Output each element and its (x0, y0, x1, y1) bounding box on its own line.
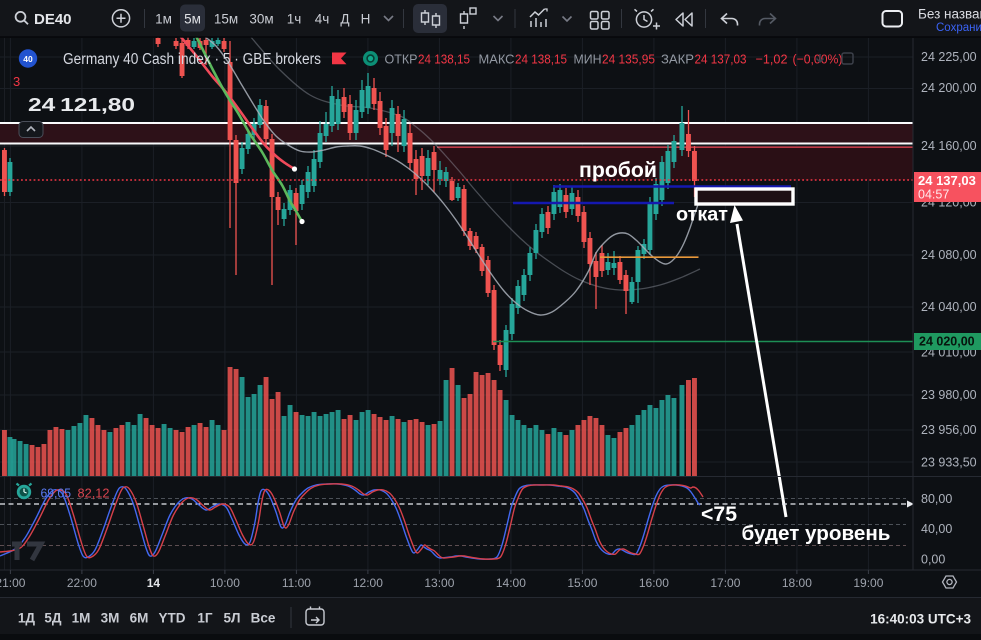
svg-text:1м: 1м (155, 12, 172, 27)
svg-text:40,00: 40,00 (921, 522, 952, 536)
svg-text:1ч: 1ч (287, 12, 302, 27)
svg-text:15м: 15м (214, 12, 238, 27)
svg-text:12:00: 12:00 (353, 576, 383, 590)
svg-text:YTD: YTD (159, 611, 186, 626)
svg-text:Без назван: Без назван (918, 7, 981, 22)
svg-text:откат: откат (676, 204, 728, 226)
svg-text:6М: 6М (130, 611, 149, 626)
svg-text:24 160,00: 24 160,00 (921, 139, 977, 153)
svg-text:04:57: 04:57 (918, 188, 949, 202)
svg-text:11:00: 11:00 (282, 576, 311, 590)
svg-text:24 121,80: 24 121,80 (28, 94, 135, 115)
svg-text:5м: 5м (184, 12, 201, 27)
svg-text:1М: 1М (72, 611, 91, 626)
svg-text:13:00: 13:00 (424, 576, 454, 590)
svg-text:22:00: 22:00 (67, 576, 97, 590)
svg-text:Сохранить: Сохранить (936, 22, 981, 34)
svg-text:DE40: DE40 (34, 11, 72, 28)
svg-text:Д: Д (340, 12, 349, 27)
svg-text:4ч: 4ч (315, 12, 330, 27)
svg-text:24 135,95: 24 135,95 (602, 52, 655, 67)
svg-text:24 138,15: 24 138,15 (418, 52, 470, 67)
svg-text:3: 3 (13, 74, 20, 89)
svg-text:14: 14 (147, 576, 161, 590)
svg-text:24 080,00: 24 080,00 (921, 248, 977, 262)
svg-text:Все: Все (251, 611, 276, 626)
svg-text:24 040,00: 24 040,00 (921, 300, 977, 314)
svg-text:17:00: 17:00 (710, 576, 740, 590)
svg-text:15:00: 15:00 (567, 576, 597, 590)
svg-text:Germany 40 Cash index · 5 · GB: Germany 40 Cash index · 5 · GBE brokers (63, 51, 321, 68)
svg-text:ОТКР: ОТКР (385, 52, 418, 67)
svg-text:16:00: 16:00 (639, 576, 669, 590)
svg-text:3М: 3М (101, 611, 120, 626)
svg-text:23 956,00: 23 956,00 (921, 423, 977, 437)
svg-text:0,00: 0,00 (921, 553, 945, 567)
svg-text:24 225,00: 24 225,00 (921, 50, 977, 64)
svg-text:19:00: 19:00 (853, 576, 883, 590)
svg-text:80,00: 80,00 (921, 492, 952, 506)
svg-text:<75: <75 (701, 503, 737, 526)
svg-text:МИН: МИН (574, 52, 602, 67)
svg-text:будет уровень: будет уровень (742, 522, 891, 545)
svg-text:24 138,15: 24 138,15 (515, 52, 567, 67)
svg-text:23 980,00: 23 980,00 (921, 388, 977, 402)
svg-text:82,12: 82,12 (78, 487, 110, 501)
svg-text:23 933,50: 23 933,50 (921, 456, 977, 470)
svg-text:21:00: 21:00 (0, 576, 26, 590)
svg-text:5Д: 5Д (44, 611, 62, 626)
svg-text:24 200,00: 24 200,00 (921, 81, 977, 95)
svg-text:МАКС: МАКС (479, 52, 515, 67)
svg-text:1Д: 1Д (18, 611, 36, 626)
svg-text:−1,02: −1,02 (756, 52, 788, 67)
svg-text:24 020,00: 24 020,00 (919, 335, 975, 349)
svg-text:24 137,03: 24 137,03 (918, 173, 976, 188)
svg-text:16:40:03 UTC+3: 16:40:03 UTC+3 (870, 612, 971, 627)
svg-text:10:00: 10:00 (210, 576, 240, 590)
svg-text:30м: 30м (249, 12, 273, 27)
svg-text:14:00: 14:00 (496, 576, 526, 590)
svg-text:69,05: 69,05 (41, 487, 72, 501)
svg-text:ЗАКР: ЗАКР (661, 52, 694, 67)
svg-text:24 137,03: 24 137,03 (695, 52, 747, 67)
svg-text:18:00: 18:00 (782, 576, 812, 590)
svg-text:пробой: пробой (579, 159, 657, 182)
svg-text:1Г: 1Г (197, 611, 213, 626)
svg-text:5Л: 5Л (224, 611, 241, 626)
svg-text:Н: Н (361, 12, 371, 27)
svg-text:40: 40 (23, 54, 33, 64)
